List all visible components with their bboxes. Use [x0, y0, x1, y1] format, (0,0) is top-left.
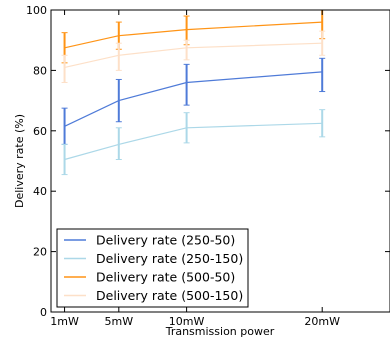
y-tick-label: 40	[33, 185, 47, 198]
legend-box	[56, 228, 249, 308]
legend-label-4: Delivery rate (500-150)	[96, 288, 243, 303]
y-tick-label: 100	[26, 4, 47, 17]
y-tick-label: 0	[40, 306, 47, 319]
series-line-4	[64, 42, 323, 68]
tick-layer: 0 20 40 60 80 100 1mW 5mW 10mW 20mW	[26, 4, 390, 328]
legend: Delivery rate (250-50) Delivery rate (250…	[56, 228, 249, 308]
plot-frame	[50, 9, 390, 313]
y-tick-label: 20	[33, 246, 47, 259]
y-tick-label: 60	[33, 125, 47, 138]
series-layer	[61, 9, 326, 176]
y-axis-label: Delivery rate (%)	[13, 114, 26, 208]
series-line-1	[64, 71, 323, 127]
series-line-2	[64, 122, 323, 161]
x-tick-label: 5mW	[105, 315, 134, 328]
legend-label-2: Delivery rate (250-150)	[96, 251, 243, 266]
series-line-3	[64, 21, 323, 49]
legend-label-1: Delivery rate (250-50)	[96, 233, 235, 248]
y-tick-label: 80	[33, 64, 47, 77]
x-tick-label: 20mW	[304, 315, 340, 328]
x-tick-label: 10mW	[169, 315, 205, 328]
x-tick-label: 1mW	[50, 315, 79, 328]
x-axis-label: Transmission power	[165, 325, 275, 338]
legend-label-3: Delivery rate (500-50)	[96, 270, 235, 285]
